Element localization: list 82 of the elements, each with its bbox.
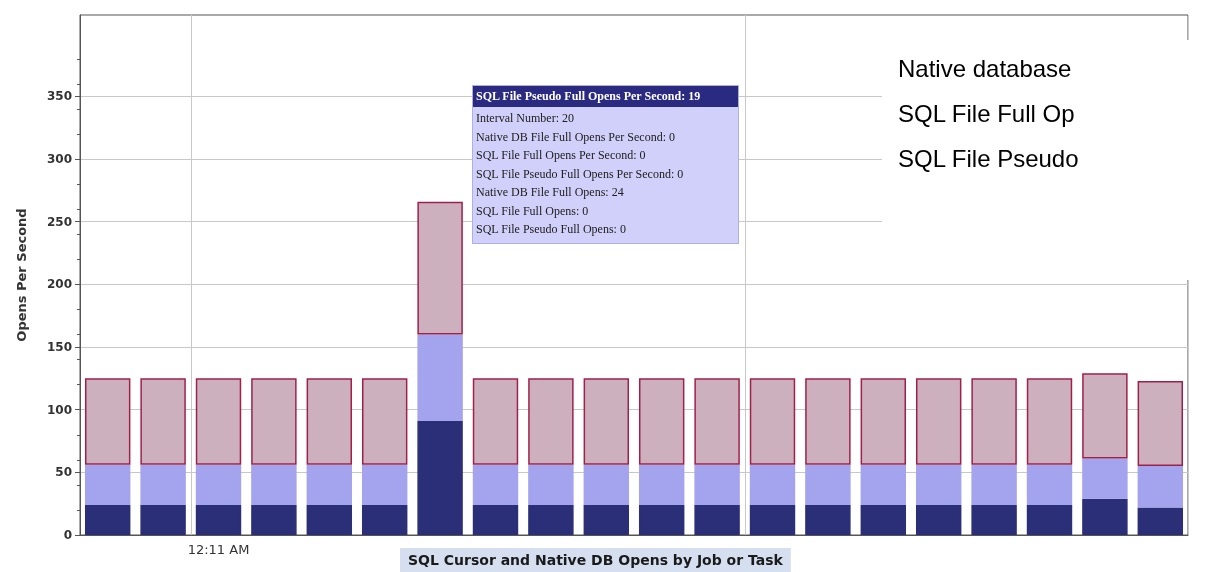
bar	[915, 504, 962, 535]
bar	[805, 504, 851, 535]
bar	[1026, 504, 1073, 535]
annotation: SQL File Full Opens: 0	[475, 202, 590, 220]
bar	[1082, 498, 1128, 535]
y-tick-label: 100	[46, 402, 72, 417]
bar	[860, 378, 907, 465]
annotation: Interval Number: 20	[475, 110, 575, 127]
bar	[583, 504, 630, 535]
bar	[694, 504, 740, 535]
bar	[971, 464, 1017, 505]
bar	[528, 464, 574, 505]
bar	[528, 378, 574, 465]
x-tick-label: 12:11 AM	[187, 542, 250, 557]
bar	[361, 464, 408, 505]
bar	[583, 464, 630, 505]
annotation: Native DB File Full Opens: 24	[475, 184, 625, 201]
bar	[195, 504, 242, 535]
bar	[472, 464, 519, 505]
bar	[417, 334, 463, 421]
bar	[195, 378, 242, 465]
annotation: SQL File Pseudo Full Opens Per Second: 19	[473, 86, 738, 107]
bar	[251, 464, 297, 505]
annotation: Native DB File Full Opens Per Second: 0	[475, 128, 676, 146]
y-tick-label: 150	[46, 340, 72, 355]
bar	[195, 464, 242, 505]
y-tick-label: 350	[46, 89, 72, 104]
y-tick-label: 200	[46, 277, 72, 292]
y-axis-title: Opens Per Second	[14, 208, 29, 342]
bar	[971, 378, 1017, 465]
bar	[84, 378, 131, 465]
bar	[915, 378, 962, 465]
annotation: SQL File Pseudo Full Opens Per Second: 0	[475, 165, 685, 183]
bar	[915, 464, 962, 505]
y-tick-label: 300	[46, 152, 72, 167]
bar	[694, 378, 740, 465]
bar	[472, 504, 519, 535]
bar	[805, 378, 851, 465]
bar	[306, 464, 353, 505]
bar	[1082, 458, 1128, 499]
bar	[84, 464, 131, 505]
annotation: SQL File Full Op	[898, 99, 1076, 129]
bar	[1137, 507, 1184, 535]
bar	[971, 504, 1017, 535]
bar	[749, 464, 796, 505]
bar	[140, 378, 186, 465]
bar	[140, 504, 186, 535]
annotation: SQL File Full Opens Per Second: 0	[475, 147, 647, 164]
bar	[84, 504, 131, 535]
bar	[638, 378, 685, 465]
bar	[860, 504, 907, 535]
y-tick-label: 50	[55, 465, 72, 480]
bar	[694, 464, 740, 505]
bar	[1082, 373, 1128, 459]
bar	[417, 420, 463, 535]
bar	[306, 504, 353, 535]
bar	[251, 378, 297, 465]
annotation: SQL File Pseudo Full Opens: 0	[475, 221, 627, 238]
bar	[306, 378, 353, 465]
annotation: Native database	[898, 54, 1073, 84]
bar	[1137, 380, 1184, 467]
bar	[417, 201, 463, 335]
bar	[805, 464, 851, 505]
bar	[1026, 378, 1073, 465]
bar	[583, 378, 630, 465]
bar	[860, 464, 907, 505]
bar	[361, 378, 408, 465]
bar	[638, 504, 685, 535]
bar	[1026, 464, 1073, 505]
bar	[749, 378, 796, 465]
bar	[140, 464, 186, 505]
y-tick-label: 0	[63, 528, 72, 542]
text: SQL Cursor and Native DB Opens by Job or Task	[408, 552, 784, 568]
bar	[749, 504, 796, 535]
bar	[472, 378, 519, 465]
bar	[251, 504, 297, 535]
bar	[1137, 466, 1184, 508]
bar	[638, 464, 685, 505]
annotation: SQL File Pseudo	[898, 144, 1080, 174]
bar	[361, 504, 408, 535]
y-tick-label: 250	[46, 214, 72, 229]
bar	[528, 504, 574, 535]
